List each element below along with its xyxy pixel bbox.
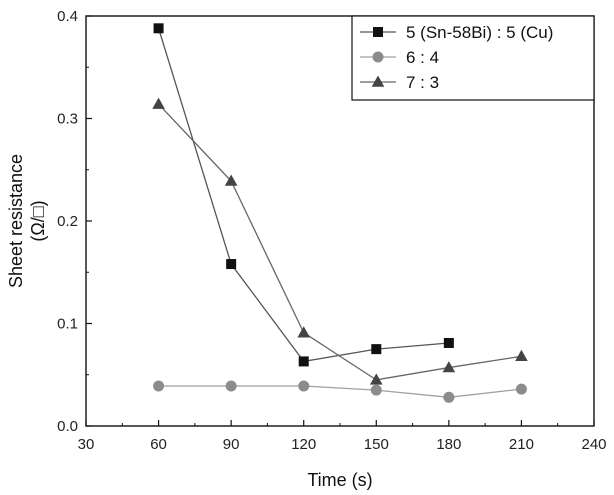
legend-box <box>351 15 595 101</box>
data-point-s2 <box>225 380 237 392</box>
data-point-s3 <box>152 97 165 109</box>
data-point-s3 <box>297 326 311 338</box>
x-tick-label: 240 <box>581 436 606 453</box>
legend-marker-1 <box>373 27 383 37</box>
y-axis-title: Sheet resistance <box>6 154 26 288</box>
data-point-s1 <box>371 344 382 355</box>
data-point-s1 <box>153 23 164 34</box>
y-tick-label: 0.1 <box>57 316 78 333</box>
axes: 30 60 90 120 150 180 210 240 0.0 0.1 0.2 0.3 0.4 <box>57 8 606 453</box>
data-point-s1 <box>226 259 237 270</box>
legend-marker-2 <box>372 51 384 63</box>
series-line-2 <box>158 385 522 398</box>
legend-label-2: 6 : 4 <box>406 48 439 67</box>
data-point-s2 <box>443 391 455 403</box>
x-tick-label: 120 <box>291 436 316 453</box>
y-tick-label: 0.2 <box>57 213 78 230</box>
x-tick-label: 150 <box>364 436 389 453</box>
y-tick-label: 0.0 <box>57 418 78 435</box>
legend-label-3: 7 : 3 <box>406 73 439 92</box>
data-point-s1 <box>298 356 309 367</box>
x-axis-title: Time (s) <box>307 470 372 490</box>
x-tick-label: 90 <box>223 436 240 453</box>
x-tick-label: 180 <box>436 436 461 453</box>
series-line-3 <box>158 103 522 381</box>
data-point-s1 <box>443 337 454 348</box>
y-axis-unit: (Ω/□) <box>28 200 48 241</box>
data-point-s3 <box>515 349 528 362</box>
x-tick-label: 60 <box>150 436 167 453</box>
y-tick-label: 0.4 <box>57 8 78 25</box>
data-point-s3 <box>369 373 383 385</box>
data-point-s3 <box>224 174 238 186</box>
x-tick-label: 210 <box>509 436 534 453</box>
data-point-s2 <box>298 380 310 392</box>
legend: 5 (Sn-58Bi) : 5 (Cu) 6 : 4 7 : 3 <box>351 15 595 101</box>
data-point-s2 <box>515 383 527 395</box>
data-point-s2 <box>153 380 165 392</box>
plot-area <box>152 23 528 403</box>
legend-marker-3 <box>371 75 385 87</box>
data-point-s2 <box>370 384 382 396</box>
legend-label-1: 5 (Sn-58Bi) : 5 (Cu) <box>406 23 553 42</box>
data-point-s3 <box>442 361 456 373</box>
x-tick-label: 30 <box>78 436 95 453</box>
y-tick-label: 0.3 <box>57 111 78 128</box>
